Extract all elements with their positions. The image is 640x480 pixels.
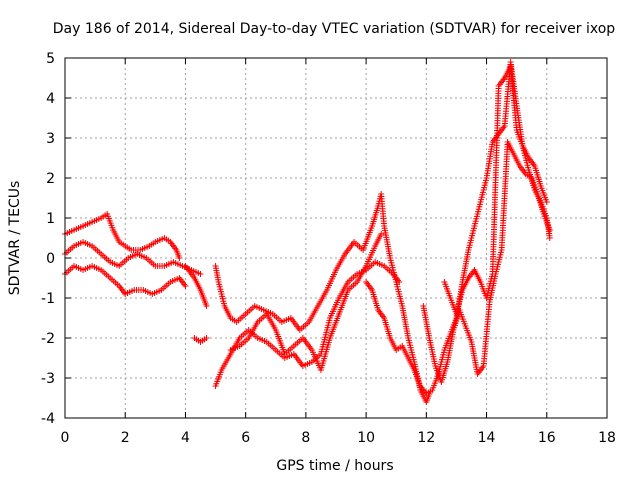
plot-frame bbox=[64, 57, 608, 419]
data-point bbox=[176, 255, 183, 261]
x-axis-label: GPS time / hours bbox=[276, 458, 393, 474]
chart-title: Day 186 of 2014, Sidereal Day-to-day VTE… bbox=[53, 21, 616, 37]
series-trace-4 bbox=[182, 263, 210, 309]
series-trace-7 bbox=[212, 259, 403, 389]
y-tick-label: 3 bbox=[46, 131, 55, 147]
data-point bbox=[396, 279, 403, 285]
data-point bbox=[203, 335, 210, 341]
data-point bbox=[543, 199, 550, 205]
series-trace-3 bbox=[62, 263, 189, 297]
x-tick-label: 2 bbox=[121, 430, 130, 446]
data-point bbox=[203, 303, 210, 309]
series-trace-11 bbox=[441, 63, 550, 317]
data-point bbox=[197, 271, 204, 277]
y-tick-label: 1 bbox=[46, 211, 55, 227]
y-tick-label: -2 bbox=[41, 331, 55, 347]
x-tick-label: 16 bbox=[538, 430, 556, 446]
x-tick-label: 4 bbox=[181, 430, 190, 446]
series-trace-5 bbox=[191, 335, 210, 345]
series-trace-1 bbox=[62, 211, 183, 261]
y-tick-label: 5 bbox=[46, 51, 55, 67]
data-series bbox=[62, 59, 553, 405]
grid-lines bbox=[65, 58, 607, 418]
series-trace-8 bbox=[227, 231, 385, 373]
x-tick-label: 6 bbox=[241, 430, 250, 446]
data-point bbox=[182, 283, 189, 289]
series-trace-10 bbox=[420, 139, 553, 385]
x-tick-label: 8 bbox=[301, 430, 310, 446]
x-tick-label: 14 bbox=[478, 430, 496, 446]
y-tick-label: -3 bbox=[41, 371, 55, 387]
x-tick-label: 10 bbox=[357, 430, 375, 446]
y-tick-label: 2 bbox=[46, 171, 55, 187]
y-axis-label: SDTVAR / TECUs bbox=[7, 181, 23, 296]
data-point bbox=[546, 235, 553, 241]
data-point bbox=[546, 227, 553, 233]
x-tick-label: 0 bbox=[61, 430, 70, 446]
y-tick-label: 0 bbox=[46, 251, 55, 267]
data-point bbox=[378, 231, 385, 237]
x-tick-label: 18 bbox=[598, 430, 616, 446]
x-tick-label: 12 bbox=[417, 430, 435, 446]
y-tick-label: -4 bbox=[41, 411, 55, 427]
y-tick-label: 4 bbox=[46, 91, 55, 107]
series-trace-6 bbox=[212, 191, 433, 405]
y-tick-label: -1 bbox=[41, 291, 55, 307]
